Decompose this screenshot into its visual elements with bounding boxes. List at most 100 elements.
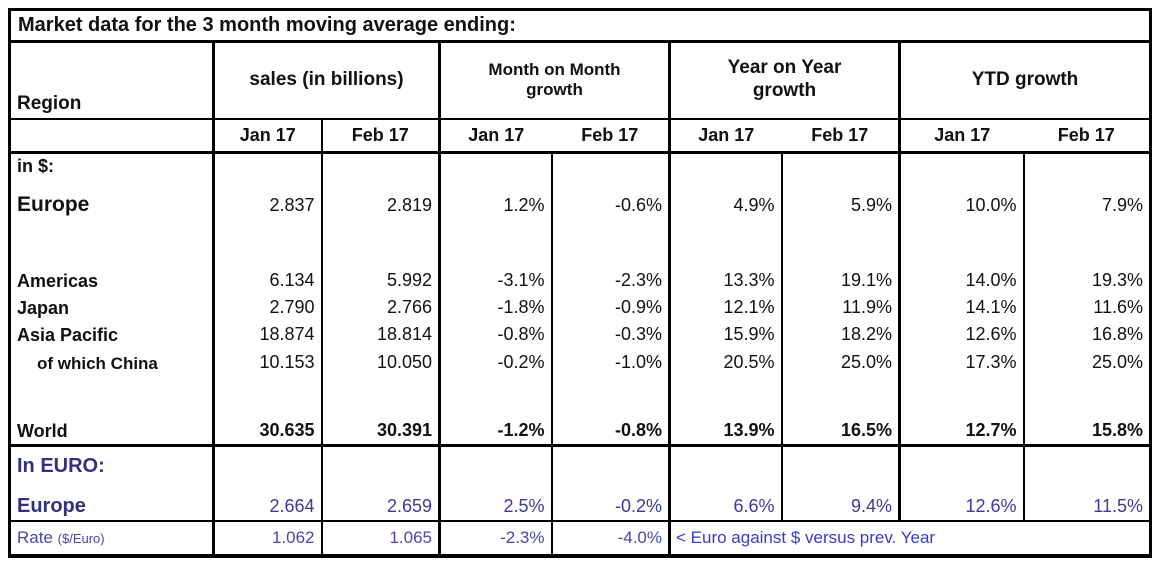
value-cell: 9.4% <box>780 481 900 521</box>
value-cell: 11.9% <box>780 293 900 321</box>
ytd-jan-header: Jan 17 <box>898 118 1024 153</box>
row-label: Japan <box>17 297 70 318</box>
spacer-cell <box>898 445 1024 482</box>
value-cell: 12.1% <box>668 293 782 321</box>
table-title-row: Market data for the 3 month moving avera… <box>10 10 1151 42</box>
value-cell: 2.790 <box>212 293 322 321</box>
mom-group-header: Month on Month growth <box>438 41 670 119</box>
value-cell: -1.0% <box>550 347 670 376</box>
ytd-group-header: YTD growth <box>898 41 1151 119</box>
spacer-cell <box>550 152 670 179</box>
yoy-jan-header: Jan 17 <box>668 118 782 153</box>
row-of-which-china: of which China 10.153 10.050 -0.2% -1.0%… <box>10 347 1151 376</box>
row-label: Europe <box>17 192 90 216</box>
spacer-cell <box>438 152 552 179</box>
row-europe-usd: Europe 2.837 2.819 1.2% -0.6% 4.9% 5.9% … <box>10 178 1151 219</box>
value-cell: 2.837 <box>212 178 322 219</box>
row-rate: Rate ($/Euro) 1.062 1.065 -2.3% -4.0% < … <box>9 520 1151 556</box>
spacer-cell <box>898 375 1024 408</box>
value-cell: 25.0% <box>1022 347 1151 376</box>
mom-feb-header: Feb 17 <box>581 124 639 145</box>
value-cell: -3.1% <box>438 266 552 294</box>
value-cell: 2.5% <box>438 481 552 521</box>
spacer-row <box>10 375 1151 408</box>
yoy-group-header: Year on Year growth <box>668 41 900 119</box>
value-cell: -2.3% <box>550 266 670 294</box>
spacer-row <box>10 218 1151 267</box>
spacer-cell <box>668 445 782 482</box>
value-cell: -4.0% <box>550 520 670 556</box>
value-cell: 18.2% <box>780 320 900 348</box>
rate-label: Rate ($/Euro) <box>10 521 214 556</box>
spacer-cell <box>212 375 322 408</box>
row-americas: Americas 6.134 5.992 -3.1% -2.3% 13.3% 1… <box>10 266 1151 294</box>
spacer-cell <box>780 445 900 482</box>
value-cell: 1.062 <box>212 520 322 556</box>
value-cell: 2.819 <box>320 178 440 219</box>
value-cell: -0.6% <box>550 178 670 219</box>
value-cell: 2.659 <box>320 481 440 521</box>
value-cell: 6.6% <box>668 481 782 521</box>
value-cell: 30.635 <box>212 407 322 446</box>
spacer-cell <box>212 218 322 267</box>
spacer-cell <box>1022 445 1151 482</box>
spacer-cell <box>780 218 900 267</box>
spacer-cell <box>550 375 670 408</box>
value-cell: -0.2% <box>550 481 670 521</box>
value-cell: -0.2% <box>438 347 552 376</box>
value-cell: -0.3% <box>550 320 670 348</box>
row-world: World 30.635 30.391 -1.2% -0.8% 13.9% 16… <box>10 407 1151 446</box>
value-cell: -1.8% <box>438 293 552 321</box>
value-cell: 16.8% <box>1022 320 1151 348</box>
row-label: Europe <box>17 494 86 517</box>
euro-section-label-row: In EURO: <box>9 445 1151 482</box>
spacer-cell <box>10 219 214 267</box>
row-label: of which China <box>37 353 158 373</box>
value-cell: 5.9% <box>780 178 900 219</box>
value-cell: 19.1% <box>780 266 900 294</box>
value-cell: -1.2% <box>438 407 552 446</box>
spacer-cell <box>320 218 440 267</box>
spacer-cell <box>668 375 782 408</box>
value-cell: 12.6% <box>898 320 1024 348</box>
spacer-cell <box>320 375 440 408</box>
spacer-cell <box>438 445 552 482</box>
value-cell: 20.5% <box>668 347 782 376</box>
value-cell: 15.9% <box>668 320 782 348</box>
value-cell: 15.8% <box>1022 407 1151 446</box>
spacer-cell <box>10 376 214 408</box>
spacer-cell <box>1022 218 1151 267</box>
value-cell: -0.8% <box>550 407 670 446</box>
value-cell: 13.9% <box>668 407 782 446</box>
value-cell: 10.0% <box>898 178 1024 219</box>
market-data-table-container: Market data for the 3 month moving avera… <box>8 8 1152 558</box>
row-europe-euro: Europe 2.664 2.659 2.5% -0.2% 6.6% 9.4% … <box>10 481 1151 521</box>
spacer-cell <box>780 375 900 408</box>
value-cell: 30.391 <box>320 407 440 446</box>
euro-section-label: In EURO: <box>17 454 105 477</box>
row-label: World <box>17 421 68 441</box>
value-cell: 10.153 <box>212 347 322 376</box>
spacer-cell <box>550 218 670 267</box>
value-cell: -0.8% <box>438 320 552 348</box>
spacer-cell <box>438 218 552 267</box>
spacer-cell <box>320 152 440 179</box>
row-label: Americas <box>17 270 99 291</box>
sales-group-header: sales (in billions) <box>212 41 440 119</box>
rate-footnote: < Euro against $ versus prev. Year <box>668 520 1151 556</box>
value-cell: 14.0% <box>898 266 1024 294</box>
value-cell: 4.9% <box>668 178 782 219</box>
table-title: Market data for the 3 month moving avera… <box>18 14 516 36</box>
usd-section-label: in $: <box>17 155 55 176</box>
spacer-cell <box>668 218 782 267</box>
sales-jan-header: Jan 17 <box>212 118 322 153</box>
period-header-row: Jan 17 Feb 17 Jan 17 Feb 17 Jan 17 Feb 1… <box>9 118 1151 153</box>
spacer-cell <box>550 445 670 482</box>
region-column-header: Region <box>17 92 82 114</box>
value-cell: 10.050 <box>320 347 440 376</box>
spacer-cell <box>212 445 322 482</box>
yoy-feb-header: Feb 17 <box>811 124 869 145</box>
value-cell: 18.874 <box>212 320 322 348</box>
value-cell: 1.2% <box>438 178 552 219</box>
spacer-cell <box>898 152 1024 179</box>
